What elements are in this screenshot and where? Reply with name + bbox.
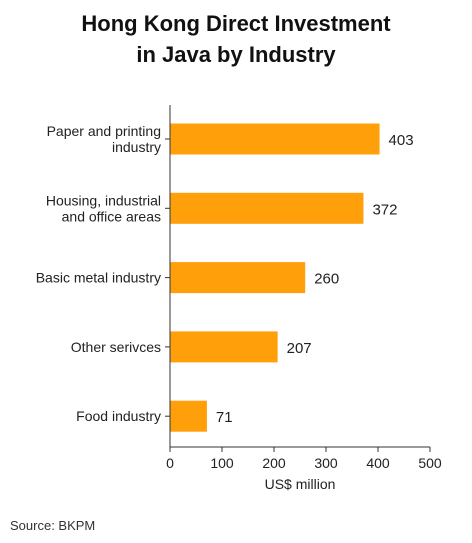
category-label-0-line-1: industry [112, 139, 161, 155]
data-label-4: 71 [216, 409, 233, 426]
data-label-2: 260 [314, 271, 339, 288]
category-label-1-line-1: and office areas [62, 208, 161, 224]
bar-0 [170, 123, 380, 155]
category-label-4: Food industry [76, 408, 161, 424]
x-tick-label-500: 500 [418, 455, 442, 471]
bar-2 [170, 262, 306, 294]
chart-title-line-1: Hong Kong Direct Investment [81, 11, 391, 36]
x-tick-label-100: 100 [210, 455, 234, 471]
category-label-3: Other serivces [71, 339, 161, 355]
x-tick-label-300: 300 [314, 455, 338, 471]
x-tick-label-400: 400 [366, 455, 390, 471]
source-note: Source: BKPM [10, 518, 96, 533]
data-label-0: 403 [389, 132, 414, 149]
chart-title-line-2: in Java by Industry [136, 42, 336, 67]
chart-title: Hong Kong Direct Investment in Java by I… [0, 8, 472, 70]
x-tick-label-0: 0 [166, 455, 174, 471]
x-tick-label-200: 200 [262, 455, 286, 471]
bar-3 [170, 331, 278, 363]
category-label-0-line-0: Paper and printing [47, 123, 161, 139]
x-axis-title: US$ million [265, 476, 336, 492]
bar-4 [170, 400, 207, 432]
data-label-1: 372 [372, 201, 397, 218]
category-label-2: Basic metal industry [36, 270, 161, 286]
category-label-1-line-0: Housing, industrial [46, 192, 161, 208]
bar-1 [170, 192, 364, 224]
data-label-3: 207 [287, 340, 312, 357]
